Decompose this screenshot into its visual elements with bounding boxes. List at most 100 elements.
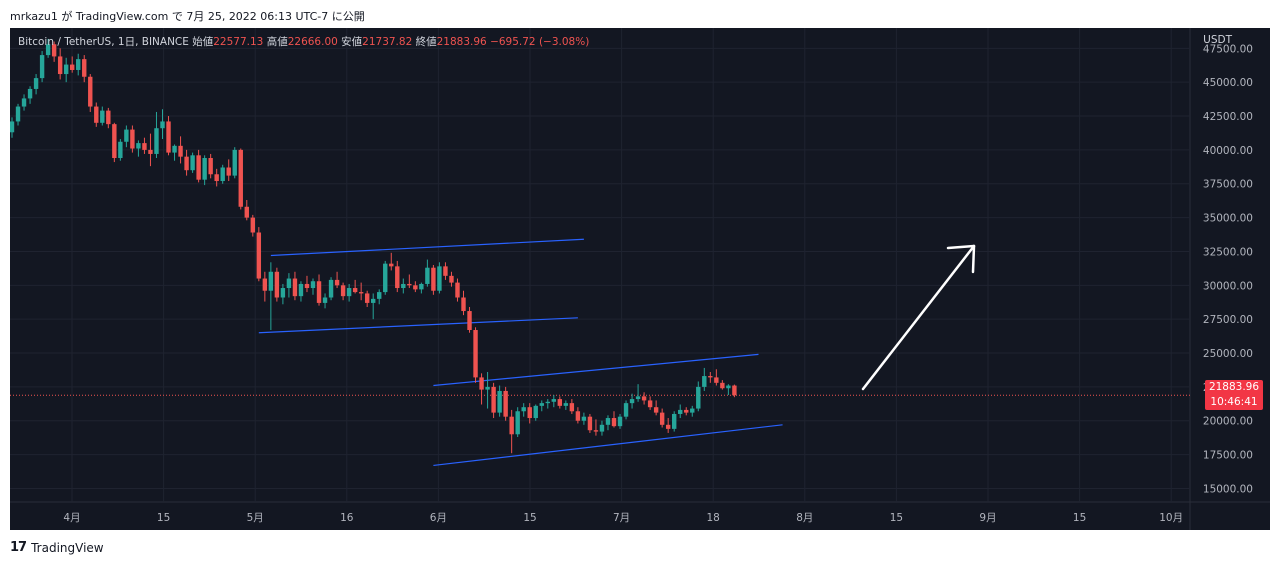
low-value: 21737.82 <box>362 36 413 48</box>
candle <box>443 262 448 280</box>
price-tick-label: 20000.00 <box>1203 416 1253 428</box>
candle <box>76 53 81 76</box>
symbol-name[interactable]: Bitcoin / TetherUS, 1日, BINANCE <box>18 36 189 48</box>
high-value: 22666.00 <box>287 36 338 48</box>
candle <box>593 419 599 436</box>
candle-body <box>659 412 665 425</box>
candle-body <box>310 281 316 289</box>
candle <box>635 384 641 402</box>
candle <box>136 140 141 157</box>
candle-body <box>395 266 400 289</box>
candle-body <box>647 400 653 408</box>
candle-body <box>184 156 189 171</box>
open-value: 22577.13 <box>213 36 264 48</box>
candle <box>678 404 683 419</box>
candle <box>708 371 713 383</box>
candle <box>521 403 526 417</box>
candle <box>611 411 617 428</box>
candle-body <box>527 407 532 419</box>
candle-body <box>118 141 123 159</box>
chart-pane[interactable]: 15000.0017500.0020000.0022500.0025000.00… <box>10 28 1270 530</box>
candle-body <box>39 55 45 79</box>
candle <box>358 282 364 301</box>
candle-body <box>94 106 99 123</box>
candle <box>641 392 647 405</box>
candle <box>702 367 707 391</box>
time-tick-label: 7月 <box>613 512 630 524</box>
candle <box>395 260 400 293</box>
candle-body <box>605 418 611 425</box>
candle <box>587 413 593 433</box>
low-label: 安値 <box>341 36 363 48</box>
candle <box>63 57 69 83</box>
candle <box>190 152 195 173</box>
candle <box>280 283 286 305</box>
candle-body <box>431 267 436 291</box>
price-tick-label: 15000.00 <box>1203 483 1253 495</box>
candle-body <box>714 377 719 383</box>
candle-body <box>491 386 496 413</box>
candle-body <box>732 385 737 396</box>
candle-body <box>479 377 484 390</box>
candle <box>419 282 424 294</box>
close-value: 21883.96 <box>436 36 487 48</box>
candle <box>383 260 388 295</box>
trend-channel-line <box>270 238 584 257</box>
time-axis: 4月 15 5月 16 6月 15 7月 18 8月 15 9月 15 10月 <box>63 512 1183 524</box>
candle <box>509 409 514 454</box>
time-tick-label: 15 <box>157 512 170 524</box>
candle <box>256 227 262 282</box>
candle <box>485 371 490 409</box>
time-tick-label: 4月 <box>63 512 80 524</box>
close-label: 終値 <box>415 36 437 48</box>
candle <box>292 271 298 301</box>
time-tick-label: 15 <box>523 512 536 524</box>
candle-body <box>635 396 641 400</box>
candle-body <box>696 386 701 409</box>
candle <box>33 74 39 95</box>
time-tick-label: 15 <box>1073 512 1086 524</box>
candle <box>232 147 237 179</box>
candle-body <box>726 385 731 389</box>
candle-body <box>178 145 183 157</box>
candle <box>527 403 532 424</box>
published-by-text: mrkazu1 が TradingView.com で 7月 25, 2022 … <box>10 10 365 23</box>
price-chart[interactable]: 15000.0017500.0020000.0022500.0025000.00… <box>10 28 1270 530</box>
symbol-legend[interactable]: Bitcoin / TetherUS, 1日, BINANCE 始値22577.… <box>18 34 589 49</box>
candle-body <box>340 285 346 297</box>
candle <box>184 149 189 176</box>
candle-body <box>136 143 141 149</box>
candle-body <box>232 149 237 176</box>
candle-body <box>88 76 93 107</box>
candle <box>623 400 629 420</box>
candle-body <box>346 288 352 297</box>
bar-countdown: 10:46:41 <box>1210 396 1258 409</box>
candle <box>94 102 99 127</box>
candle <box>316 274 322 306</box>
candle-body <box>124 129 129 142</box>
candle <box>214 168 219 187</box>
candle-body <box>557 399 563 406</box>
arrow-head <box>946 244 976 274</box>
candle-body <box>533 405 538 419</box>
candle <box>226 159 231 182</box>
footer-brand[interactable]: 17 TradingView <box>10 540 104 555</box>
candle <box>653 400 659 416</box>
candle-body <box>575 411 581 421</box>
candle <box>732 384 737 398</box>
candle-body <box>352 288 358 293</box>
candle <box>563 400 569 410</box>
candle-body <box>57 56 63 75</box>
candle-body <box>172 145 177 153</box>
candle <box>515 407 520 437</box>
candle-body <box>292 278 298 297</box>
candle <box>322 293 328 309</box>
candle-body <box>702 376 707 387</box>
candle-body <box>563 403 569 406</box>
annotation-layer <box>861 244 976 391</box>
candle <box>557 396 563 409</box>
high-label: 高値 <box>266 36 288 48</box>
candle-body <box>407 283 412 286</box>
candle <box>503 386 508 421</box>
candle-body <box>377 292 382 299</box>
